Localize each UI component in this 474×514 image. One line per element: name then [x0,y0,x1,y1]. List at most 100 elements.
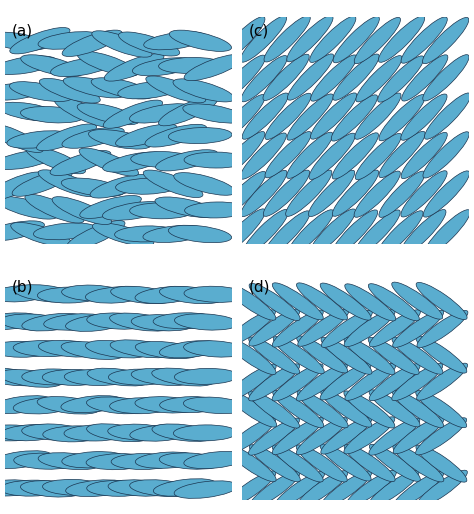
Ellipse shape [393,445,444,482]
Ellipse shape [61,396,125,413]
Ellipse shape [321,337,372,374]
Ellipse shape [43,426,107,442]
Ellipse shape [273,337,324,374]
Ellipse shape [184,54,244,81]
Ellipse shape [416,336,467,373]
Ellipse shape [242,93,288,139]
Ellipse shape [249,283,300,321]
Ellipse shape [77,103,139,125]
Ellipse shape [160,397,223,413]
Ellipse shape [242,209,289,255]
Ellipse shape [309,133,356,179]
Ellipse shape [66,221,125,250]
Ellipse shape [13,341,77,357]
Ellipse shape [42,370,106,386]
Ellipse shape [240,16,287,62]
Ellipse shape [62,30,122,57]
Ellipse shape [131,152,194,168]
Ellipse shape [0,221,45,241]
Ellipse shape [368,337,419,375]
Ellipse shape [369,390,420,427]
Ellipse shape [158,97,218,126]
Ellipse shape [219,95,265,141]
Ellipse shape [331,95,377,141]
Ellipse shape [0,480,41,496]
Ellipse shape [369,363,420,401]
Ellipse shape [416,445,467,482]
Ellipse shape [0,425,42,441]
Ellipse shape [356,56,402,102]
Ellipse shape [344,309,395,346]
Ellipse shape [62,452,126,468]
Ellipse shape [7,131,70,148]
Ellipse shape [152,424,215,442]
Ellipse shape [130,480,193,497]
Ellipse shape [296,445,347,482]
Ellipse shape [0,83,45,100]
Ellipse shape [345,284,396,321]
Ellipse shape [153,479,217,496]
Ellipse shape [248,391,300,428]
Ellipse shape [287,54,334,100]
Ellipse shape [173,425,237,441]
Ellipse shape [401,55,448,101]
Ellipse shape [92,223,154,246]
Ellipse shape [86,397,150,414]
Ellipse shape [118,81,181,99]
Ellipse shape [0,196,58,219]
Ellipse shape [355,134,401,180]
Ellipse shape [286,170,332,216]
Ellipse shape [0,396,53,414]
Ellipse shape [108,480,172,496]
Ellipse shape [109,398,173,414]
Ellipse shape [115,226,178,242]
Ellipse shape [65,314,129,332]
Ellipse shape [183,104,246,123]
Ellipse shape [184,451,247,469]
Ellipse shape [0,370,62,388]
Ellipse shape [38,32,101,49]
Ellipse shape [131,369,195,386]
Ellipse shape [346,470,396,507]
Ellipse shape [0,150,56,170]
Ellipse shape [249,337,300,374]
Ellipse shape [249,471,300,508]
Ellipse shape [22,314,85,331]
Ellipse shape [416,418,466,455]
Ellipse shape [272,310,323,347]
Ellipse shape [265,93,311,139]
Ellipse shape [174,173,236,195]
Ellipse shape [159,341,223,358]
Ellipse shape [169,30,231,51]
Ellipse shape [85,340,149,358]
Ellipse shape [25,194,84,223]
Ellipse shape [249,445,301,482]
Ellipse shape [321,310,373,347]
Ellipse shape [0,425,64,440]
Ellipse shape [331,210,378,256]
Ellipse shape [153,313,217,329]
Ellipse shape [14,453,77,469]
Ellipse shape [135,397,199,413]
Ellipse shape [39,79,100,103]
Ellipse shape [0,102,61,121]
Ellipse shape [174,314,238,330]
Ellipse shape [14,285,77,302]
Ellipse shape [219,172,266,218]
Ellipse shape [416,470,467,507]
Ellipse shape [310,16,356,63]
Ellipse shape [159,453,223,469]
Ellipse shape [135,287,199,303]
Ellipse shape [310,93,357,139]
Ellipse shape [87,368,150,386]
Ellipse shape [298,309,349,346]
Ellipse shape [369,418,420,455]
Ellipse shape [80,195,141,218]
Ellipse shape [143,170,203,197]
Ellipse shape [249,309,300,346]
Ellipse shape [0,313,40,329]
Ellipse shape [38,170,98,197]
Ellipse shape [344,417,395,454]
Ellipse shape [143,226,207,243]
Ellipse shape [310,55,357,101]
